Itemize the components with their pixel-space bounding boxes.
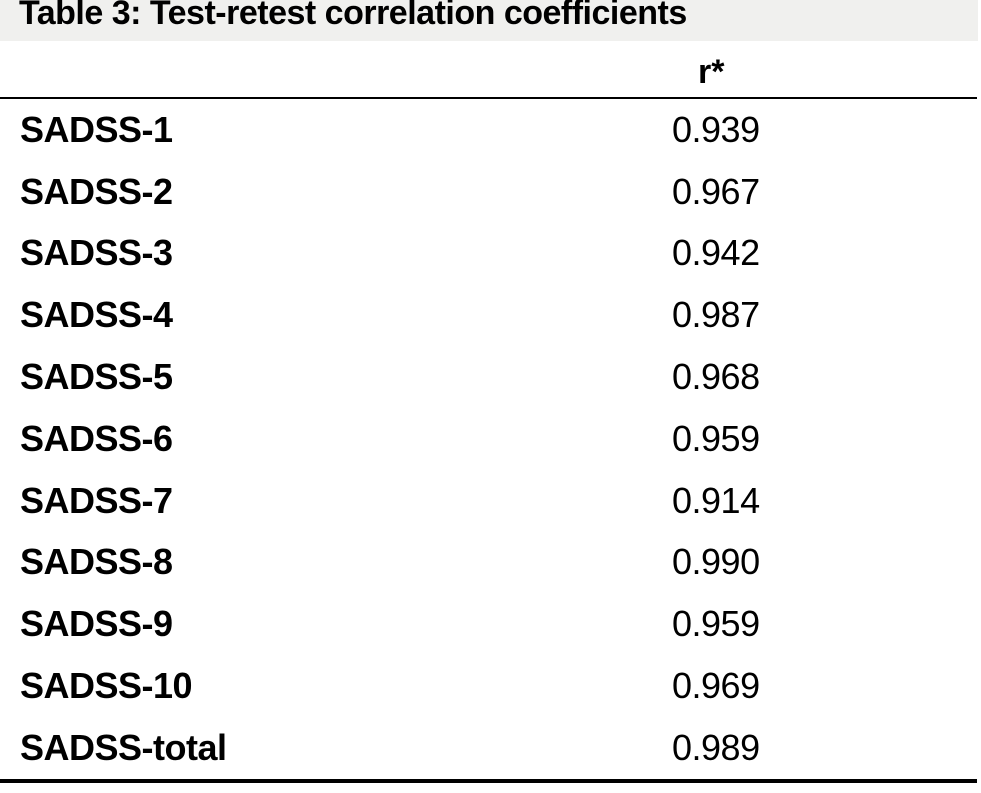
row-value: 0.959: [672, 603, 760, 645]
row-value: 0.939: [672, 108, 760, 150]
table-title-band: [0, 0, 978, 41]
row-label: SADSS-6: [20, 417, 173, 459]
table-row: SADSS-4 0.987: [0, 284, 977, 346]
row-label: SADSS-5: [20, 356, 173, 398]
table-row: SADSS-6 0.959: [0, 408, 977, 470]
table-row: SADSS-total 0.989: [0, 717, 977, 779]
table-body: SADSS-1 0.939 SADSS-2 0.967 SADSS-3 0.94…: [0, 99, 977, 779]
row-label: SADSS-3: [20, 232, 173, 274]
table-row: SADSS-9 0.959: [0, 593, 977, 655]
row-value: 0.914: [672, 479, 760, 521]
table-row: SADSS-8 0.990: [0, 532, 977, 594]
row-value: 0.967: [672, 170, 760, 212]
table-row: SADSS-1 0.939: [0, 99, 977, 161]
row-label: SADSS-10: [20, 665, 193, 707]
row-label: SADSS-7: [20, 479, 173, 521]
table-row: SADSS-10 0.969: [0, 655, 977, 717]
row-value: 0.990: [672, 541, 760, 583]
table-row: SADSS-3 0.942: [0, 223, 977, 285]
row-value: 0.987: [672, 294, 760, 336]
row-label: SADSS-2: [20, 170, 173, 212]
row-value: 0.942: [672, 232, 760, 274]
table-row: SADSS-7 0.914: [0, 470, 977, 532]
row-label: SADSS-8: [20, 541, 173, 583]
row-label: SADSS-total: [20, 726, 227, 768]
row-value: 0.989: [672, 726, 760, 768]
table-caption: Table 3: Test-retest correlation coeffic…: [19, 0, 687, 32]
header-rule: [0, 97, 977, 99]
row-value: 0.969: [672, 665, 760, 707]
row-value: 0.959: [672, 417, 760, 459]
bottom-rule: [0, 779, 977, 783]
row-label: SADSS-1: [20, 108, 173, 150]
table-row: SADSS-5 0.968: [0, 346, 977, 408]
row-label: SADSS-9: [20, 603, 173, 645]
row-label: SADSS-4: [20, 294, 173, 336]
column-header-r: r*: [698, 53, 725, 91]
table-row: SADSS-2 0.967: [0, 161, 977, 223]
row-value: 0.968: [672, 356, 760, 398]
